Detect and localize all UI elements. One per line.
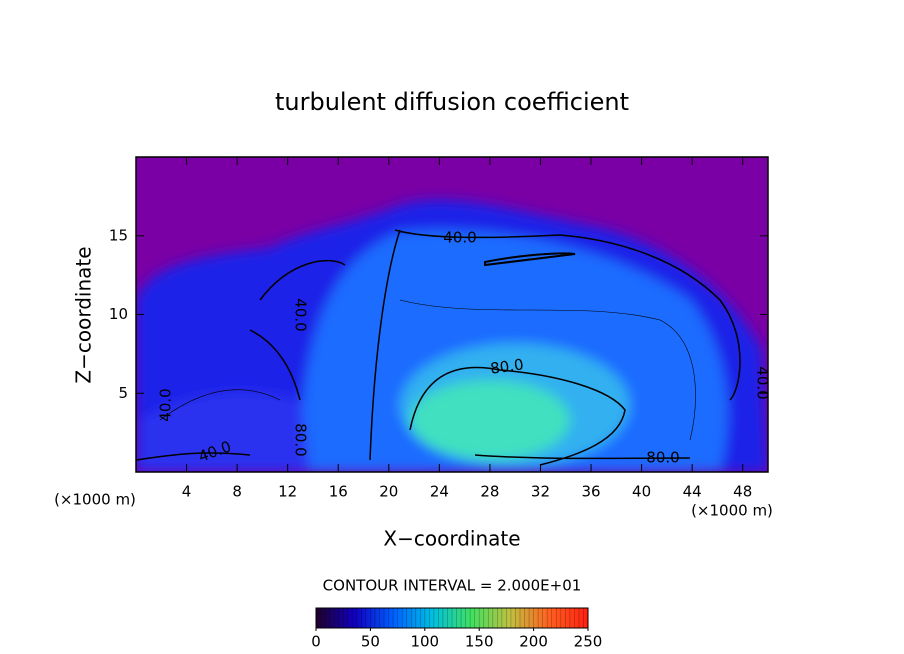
x-axis-label: X−coordinate (383, 527, 520, 551)
field (136, 157, 768, 472)
colorbar-tick-label: 150 (465, 633, 494, 651)
x-tick-label: 20 (379, 483, 398, 501)
x-tick-label: 36 (581, 483, 600, 501)
x-unit: (×1000 m) (54, 491, 136, 509)
y-axis-label: Z−coordinate (72, 246, 96, 383)
contour-label: 40.0 (157, 388, 175, 421)
chart-title: turbulent diffusion coefficient (275, 88, 629, 116)
colorbar-tick-label: 50 (361, 633, 380, 651)
contour-label: 80.0 (489, 355, 525, 377)
y-tick-label: 5 (118, 384, 128, 402)
x-tick-label: 32 (531, 483, 550, 501)
contour-label: 40.0 (292, 298, 310, 331)
x-tick-label: 40 (632, 483, 651, 501)
contour-label: 80.0 (292, 423, 310, 456)
contour-label: 40.0 (754, 366, 772, 399)
x-unit: (×1000 m) (691, 502, 773, 520)
contour-interval: CONTOUR INTERVAL = 2.000E+01 (323, 577, 582, 595)
x-tick-label: 24 (430, 483, 449, 501)
y-tick-label: 15 (109, 226, 128, 244)
colorbar-tick-label: 100 (410, 633, 439, 651)
colorbar (315, 607, 589, 629)
x-tick-label: 44 (683, 483, 702, 501)
x-tick-label: 48 (733, 483, 752, 501)
colorbar-tick-label: 200 (519, 633, 548, 651)
contour-label: 80.0 (646, 449, 679, 467)
x-tick-label: 8 (232, 483, 242, 501)
colorbar-tick-label: 0 (311, 633, 321, 651)
x-tick-label: 4 (182, 483, 192, 501)
x-tick-label: 12 (278, 483, 297, 501)
x-tick-label: 16 (329, 483, 348, 501)
contour-label: 40.0 (443, 229, 476, 247)
colorbar-tick-label: 250 (574, 633, 603, 651)
x-tick-label: 28 (480, 483, 499, 501)
y-tick-label: 10 (109, 305, 128, 323)
